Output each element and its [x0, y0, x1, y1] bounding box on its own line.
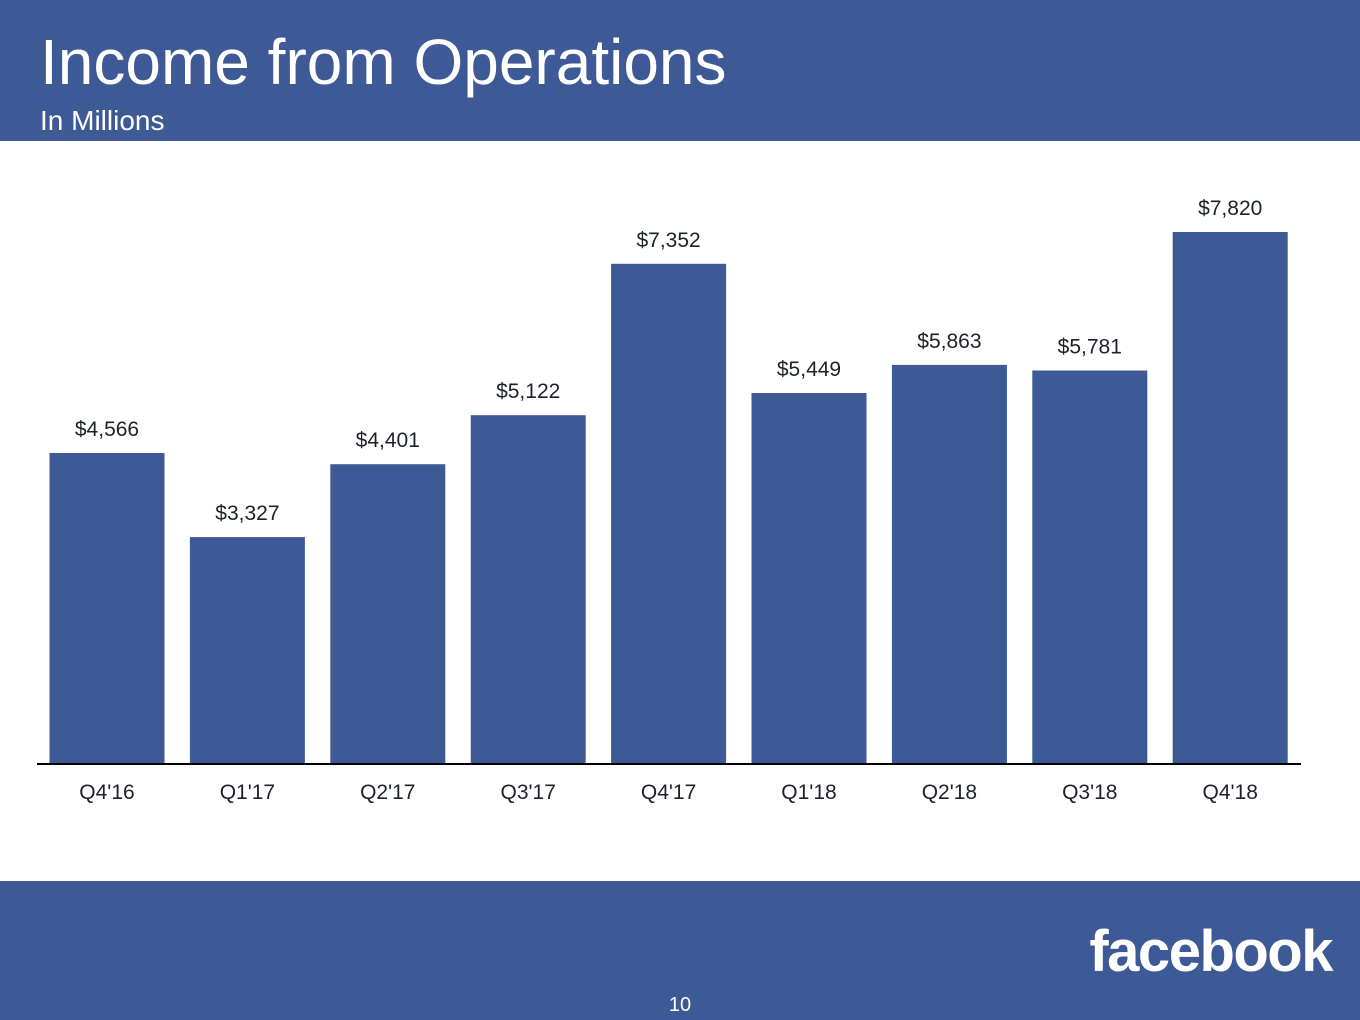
x-tick-label: Q2'17	[360, 781, 415, 804]
bar	[891, 364, 1007, 763]
facebook-logo: facebook	[1089, 919, 1333, 984]
bar	[470, 415, 586, 763]
x-tick-label: Q2'18	[922, 781, 977, 804]
slide-footer: facebook 10	[0, 881, 1360, 1020]
data-label: $4,401	[356, 429, 420, 452]
bar-chart: $4,566 $3,327 $4,401 $5,122 $7,352 $5,449 $5,8…	[37, 197, 1301, 804]
bar	[189, 537, 305, 763]
data-label: $7,820	[1198, 197, 1262, 220]
bar	[1032, 370, 1148, 763]
x-tick-label: Q3'17	[501, 781, 556, 804]
x-tick-label: Q4'16	[79, 781, 134, 804]
bar	[49, 453, 165, 763]
x-tick-label: Q4'18	[1203, 781, 1258, 804]
slide-header: Income from Operations In Millions	[0, 0, 1360, 141]
data-label: $5,122	[496, 380, 560, 403]
x-tick-label: Q4'17	[641, 781, 696, 804]
data-label: $7,352	[636, 229, 700, 252]
data-label: $5,449	[777, 358, 841, 381]
bar	[330, 464, 446, 763]
bar	[751, 393, 867, 763]
data-labels-group: $4,566 $3,327 $4,401 $5,122 $7,352 $5,449 $5,8…	[75, 197, 1262, 525]
slide-title: Income from Operations	[40, 26, 727, 98]
data-label: $5,781	[1058, 336, 1122, 359]
bar	[611, 263, 727, 763]
bars-group	[49, 232, 1288, 763]
page-number: 10	[668, 994, 692, 1016]
data-label: $5,863	[917, 330, 981, 353]
slide-subtitle: In Millions	[40, 105, 165, 136]
bar	[1172, 232, 1288, 763]
x-tick-label: Q1'18	[781, 781, 836, 804]
data-label: $4,566	[75, 418, 139, 441]
x-tick-labels-group: Q4'16 Q1'17 Q2'17 Q3'17 Q4'17 Q1'18 Q2'18 Q3'18…	[79, 781, 1258, 804]
x-tick-label: Q3'18	[1062, 781, 1117, 804]
data-label: $3,327	[215, 502, 279, 525]
x-tick-label: Q1'17	[220, 781, 275, 804]
